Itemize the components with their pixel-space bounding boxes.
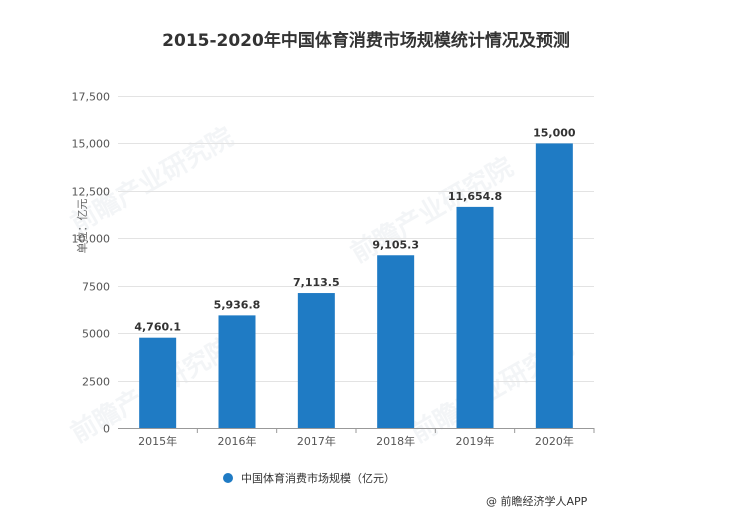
data-label: 4,760.1	[134, 321, 181, 334]
y-tick-label: 2500	[82, 376, 110, 389]
x-tick-label: 2017年	[297, 434, 336, 448]
data-label: 11,654.8	[448, 190, 502, 203]
bar	[139, 337, 177, 428]
bar	[535, 143, 573, 428]
data-label: 5,936.8	[214, 298, 261, 311]
x-tick-label: 2016年	[218, 434, 257, 448]
bar	[377, 255, 415, 428]
y-tick-label: 5000	[82, 328, 110, 341]
bar	[297, 293, 335, 428]
x-tick-label: 2020年	[535, 434, 574, 448]
data-label: 7,113.5	[293, 276, 340, 289]
chart-title: 2015-2020年中国体育消费市场规模统计情况及预测	[162, 31, 570, 51]
bar	[218, 315, 256, 428]
source-credit: @ 前瞻经济学人APP	[486, 495, 588, 508]
x-tick-label: 2018年	[376, 434, 415, 448]
y-tick-label: 10,000	[72, 233, 111, 246]
legend-label: 中国体育消费市场规模（亿元）	[241, 472, 395, 485]
y-tick-label: 17,500	[72, 91, 111, 104]
x-tick-label: 2015年	[138, 434, 177, 448]
x-tick-label: 2019年	[456, 434, 495, 448]
y-tick-label: 7500	[82, 281, 110, 294]
data-label: 15,000	[533, 126, 576, 139]
bar	[456, 206, 494, 428]
y-tick-label: 12,500	[72, 186, 111, 199]
y-tick-label: 15,000	[72, 138, 111, 151]
legend: 中国体育消费市场规模（亿元）	[223, 470, 395, 486]
data-label: 9,105.3	[372, 238, 419, 251]
legend-marker	[223, 473, 233, 483]
y-tick-label: 0	[103, 423, 110, 436]
